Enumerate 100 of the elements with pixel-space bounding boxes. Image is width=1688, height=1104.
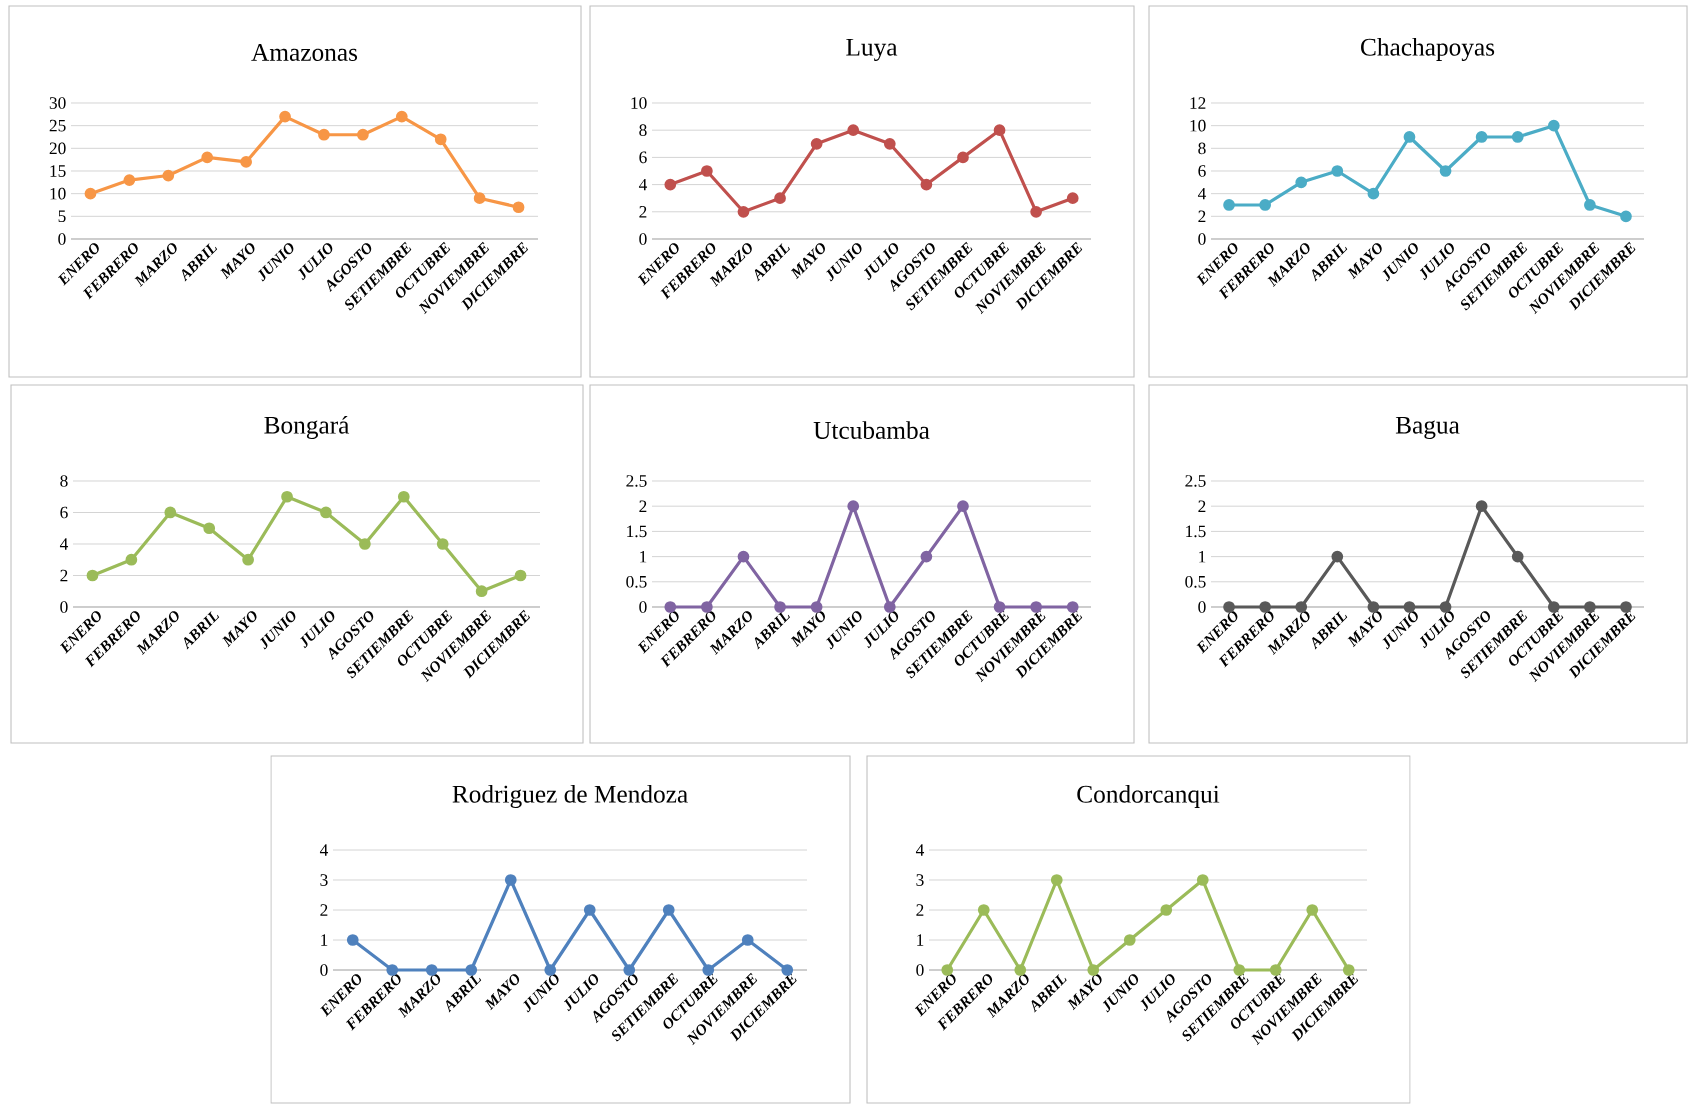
y-tick-label: 1.5: [1186, 525, 1206, 538]
point: [737, 205, 750, 218]
point: [701, 165, 713, 177]
chart-title: Utcubamba: [813, 421, 930, 439]
y-tick-label: 8: [60, 475, 68, 487]
y-tick-label: 0: [320, 964, 328, 976]
point: [993, 124, 1006, 137]
y-tick-label: 3: [916, 874, 924, 886]
y-tick-label: 4: [638, 178, 648, 191]
point: [1584, 199, 1596, 211]
point: [125, 553, 138, 566]
y-tick-label: 10: [50, 187, 66, 200]
point: [920, 178, 933, 191]
point: [664, 178, 677, 191]
point: [162, 169, 175, 182]
point: [1223, 199, 1235, 211]
y-tick-label: 1.5: [627, 525, 647, 538]
y-tick-label: 20: [49, 142, 66, 155]
chart-title: Condorcanqui: [1077, 784, 1220, 808]
point: [1439, 165, 1452, 177]
point: [741, 934, 754, 946]
point: [1511, 550, 1524, 563]
point: [318, 128, 330, 141]
y-tick-label: 1: [321, 934, 328, 946]
point: [583, 904, 596, 916]
point: [1066, 192, 1079, 205]
point: [957, 151, 969, 164]
point: [201, 151, 214, 164]
y-tick-label: 10: [1190, 119, 1206, 132]
y-tick-label: 1: [917, 934, 924, 946]
y-tick-label: 0: [1198, 601, 1206, 613]
y-tick-label: 0: [916, 964, 924, 976]
point: [847, 500, 860, 513]
point: [920, 550, 933, 563]
y-tick-label: 15: [50, 165, 66, 177]
point: [810, 137, 823, 150]
point: [436, 538, 449, 550]
point: [123, 174, 136, 186]
y-tick-label: 6: [639, 151, 647, 164]
y-tick-label: 8: [1198, 142, 1206, 155]
point: [1475, 500, 1488, 513]
point: [1123, 934, 1136, 946]
y-tick-label: 0: [58, 233, 66, 245]
y-tick-label: 8: [639, 124, 647, 137]
point: [957, 500, 969, 513]
y-tick-label: 2: [639, 500, 647, 512]
point: [86, 569, 99, 582]
chart-title: Bagua: [1395, 416, 1460, 439]
point: [357, 128, 369, 141]
point: [1306, 904, 1319, 916]
point: [514, 569, 527, 582]
point: [512, 201, 525, 214]
y-tick-label: 2: [60, 569, 68, 582]
point: [320, 506, 332, 519]
y-tick-label: 0: [639, 233, 647, 245]
chart-title: Amazonas: [251, 43, 358, 61]
y-tick-label: 1: [1199, 550, 1206, 563]
y-tick-label: 12: [1190, 97, 1206, 109]
point: [359, 538, 371, 550]
point: [1403, 131, 1416, 143]
point: [242, 553, 254, 566]
point: [847, 124, 860, 137]
y-tick-label: 25: [49, 119, 66, 132]
y-tick-label: 0.5: [626, 575, 647, 588]
point: [1511, 131, 1524, 143]
y-tick-label: 4: [59, 538, 69, 550]
y-tick-label: 2: [320, 904, 328, 916]
y-tick-label: 1: [640, 550, 647, 563]
y-tick-label: 4: [319, 844, 329, 856]
point: [473, 192, 486, 205]
point: [737, 550, 750, 563]
chart-title: Luya: [846, 38, 898, 61]
point: [346, 934, 359, 946]
y-tick-label: 4: [1197, 187, 1207, 200]
y-tick-label: 5: [58, 210, 66, 223]
point: [1547, 119, 1560, 132]
point: [397, 490, 410, 503]
point: [774, 192, 786, 205]
y-tick-label: 4: [915, 844, 925, 856]
point: [1331, 165, 1344, 177]
point: [977, 904, 990, 916]
point: [883, 137, 896, 150]
y-tick-label: 2: [1198, 500, 1206, 512]
point: [1050, 874, 1063, 886]
chart-title: Chachapoyas: [1361, 37, 1495, 61]
y-tick-label: 0: [639, 601, 647, 613]
point: [1160, 904, 1173, 916]
point: [662, 904, 675, 916]
y-tick-label: 2: [916, 904, 924, 916]
y-tick-label: 0: [1198, 233, 1206, 245]
y-tick-label: 2.5: [1185, 475, 1206, 487]
point: [1196, 874, 1209, 886]
point: [164, 506, 177, 519]
y-tick-label: 2.5: [626, 475, 647, 487]
y-tick-label: 30: [49, 97, 66, 109]
chart-title: Bongará: [264, 415, 350, 439]
point: [279, 110, 291, 123]
point: [84, 187, 97, 200]
point: [240, 156, 252, 168]
point: [475, 585, 488, 598]
